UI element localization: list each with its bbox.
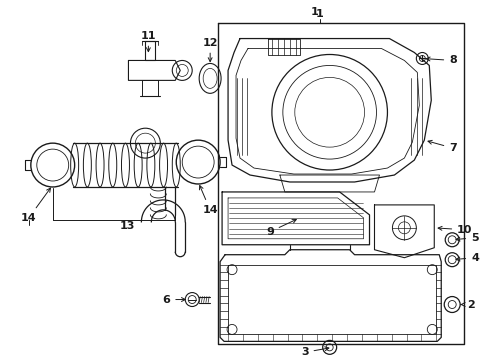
Text: 8: 8 — [426, 55, 456, 66]
Text: 10: 10 — [437, 225, 471, 235]
Text: 14: 14 — [199, 185, 218, 215]
Text: 14: 14 — [21, 188, 50, 223]
Text: 5: 5 — [455, 233, 478, 243]
Text: 1: 1 — [310, 6, 318, 17]
Text: 11: 11 — [141, 31, 156, 51]
Text: 3: 3 — [300, 347, 328, 357]
Text: 12: 12 — [202, 37, 218, 62]
Text: 6: 6 — [162, 294, 185, 305]
Text: 7: 7 — [427, 140, 456, 153]
Text: 1: 1 — [315, 9, 323, 19]
Text: 2: 2 — [460, 300, 474, 310]
Text: 13: 13 — [120, 221, 135, 231]
Text: 9: 9 — [265, 219, 296, 237]
Text: 4: 4 — [455, 253, 478, 263]
